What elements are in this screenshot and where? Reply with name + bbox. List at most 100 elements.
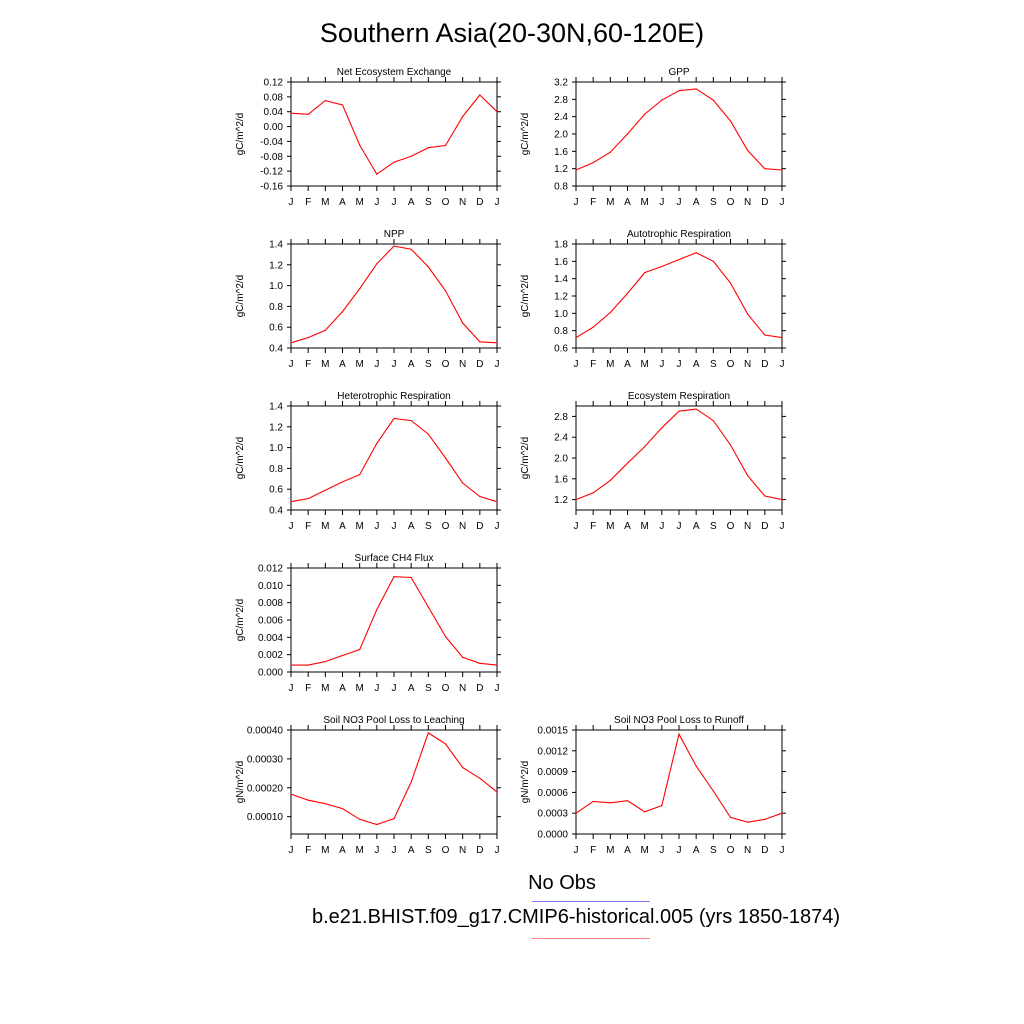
data-point [626, 292, 629, 294]
x-tick-label: J [574, 359, 579, 370]
y-tick-label: 1.6 [554, 147, 568, 158]
data-point [393, 417, 395, 420]
data-point [764, 495, 766, 497]
data-point [609, 151, 611, 153]
data-point [712, 99, 714, 101]
x-tick-label: F [305, 845, 311, 856]
data-point [695, 88, 697, 90]
y-tick-label: 0.6 [269, 485, 283, 496]
data-point [376, 823, 378, 826]
x-tick-label: A [624, 359, 631, 370]
data-point [307, 113, 309, 115]
x-tick-label: F [590, 197, 596, 208]
data-point [341, 104, 344, 106]
y-tick-label: 0.6 [269, 323, 283, 334]
y-tick-label: 1.2 [554, 495, 568, 506]
y-tick-label: 1.6 [554, 474, 568, 485]
x-tick-label: A [408, 359, 415, 370]
data-point [592, 800, 594, 803]
x-tick-label: M [355, 683, 363, 694]
data-point [393, 245, 395, 247]
y-tick-label: 0.006 [258, 616, 283, 627]
data-point [626, 800, 629, 802]
x-tick-label: M [640, 521, 648, 532]
data-point [341, 654, 344, 657]
data-point [376, 609, 378, 611]
x-tick-label: S [425, 359, 432, 370]
data-point [678, 733, 680, 735]
x-tick-label: A [624, 845, 631, 856]
x-tick-label: J [659, 521, 664, 532]
y-tick-label: 1.2 [554, 164, 568, 175]
x-tick-label: J [677, 197, 682, 208]
data-point [393, 576, 395, 578]
data-point [410, 419, 412, 422]
y-axis-label: gC/m^2/d [235, 275, 246, 318]
x-tick-label: S [710, 521, 717, 532]
data-point [729, 816, 732, 818]
x-tick-label: J [495, 683, 500, 694]
data-point [747, 821, 749, 823]
x-tick-label: A [693, 359, 700, 370]
x-tick-label: N [459, 359, 466, 370]
data-point [661, 265, 663, 268]
y-tick-label: -0.04 [260, 137, 283, 148]
y-tick-label: 0.04 [264, 107, 284, 118]
x-tick-label: A [408, 197, 415, 208]
page-title: Southern Asia(20-30N,60-120E) [319, 18, 705, 48]
data-point [678, 90, 680, 92]
y-tick-label: 1.0 [269, 281, 283, 292]
data-point [729, 444, 732, 446]
y-tick-label: 1.2 [554, 292, 568, 303]
x-tick-label: M [606, 845, 614, 856]
x-tick-label: J [780, 845, 785, 856]
y-tick-label: 0.0000 [537, 830, 568, 841]
chart-title: Surface CH4 Flux [355, 553, 434, 564]
data-point [712, 790, 714, 792]
x-tick-label: M [355, 359, 363, 370]
x-tick-label: M [355, 197, 363, 208]
data-point [479, 94, 481, 96]
y-axis-label: gN/m^2/d [520, 761, 531, 804]
y-tick-label: 0.00030 [247, 754, 284, 765]
data-point [609, 311, 611, 314]
x-tick-label: N [744, 197, 751, 208]
x-tick-label: A [339, 845, 346, 856]
y-tick-label: 2.0 [554, 130, 568, 141]
y-tick-label: 0.00040 [247, 726, 284, 737]
x-tick-label: J [574, 197, 579, 208]
x-tick-label: J [659, 359, 664, 370]
data-point [592, 326, 594, 328]
x-tick-label: M [606, 359, 614, 370]
x-tick-label: J [780, 521, 785, 532]
x-tick-label: S [425, 197, 432, 208]
y-tick-label: 0.8 [269, 302, 283, 313]
x-tick-label: J [374, 845, 379, 856]
data-point [661, 427, 663, 429]
y-tick-label: 2.4 [554, 112, 568, 123]
y-tick-label: 0.08 [264, 92, 284, 103]
data-point [592, 162, 594, 164]
data-point [376, 442, 378, 445]
x-tick-label: J [677, 521, 682, 532]
data-point [575, 169, 577, 171]
data-point [496, 342, 498, 344]
x-tick-label: O [442, 197, 450, 208]
chart-title: Soil NO3 Pool Loss to Runoff [614, 715, 744, 726]
data-point [781, 499, 783, 501]
x-tick-label: M [606, 521, 614, 532]
plot-frame [575, 729, 783, 835]
data-point [479, 495, 481, 498]
data-point [644, 445, 646, 448]
x-tick-label: A [339, 359, 346, 370]
x-tick-label: J [392, 845, 397, 856]
chart-title: NPP [384, 229, 405, 240]
legend-obs-line [532, 901, 650, 902]
x-tick-label: S [710, 359, 717, 370]
x-tick-label: D [761, 521, 768, 532]
y-tick-label: 0.0003 [537, 809, 568, 820]
chart-title: GPP [668, 67, 689, 78]
x-tick-label: F [305, 359, 311, 370]
data-point [764, 168, 766, 170]
chart-panel: Heterotrophic Respiration 1.4 1.2 1.0 0.8 0.6… [235, 391, 501, 532]
